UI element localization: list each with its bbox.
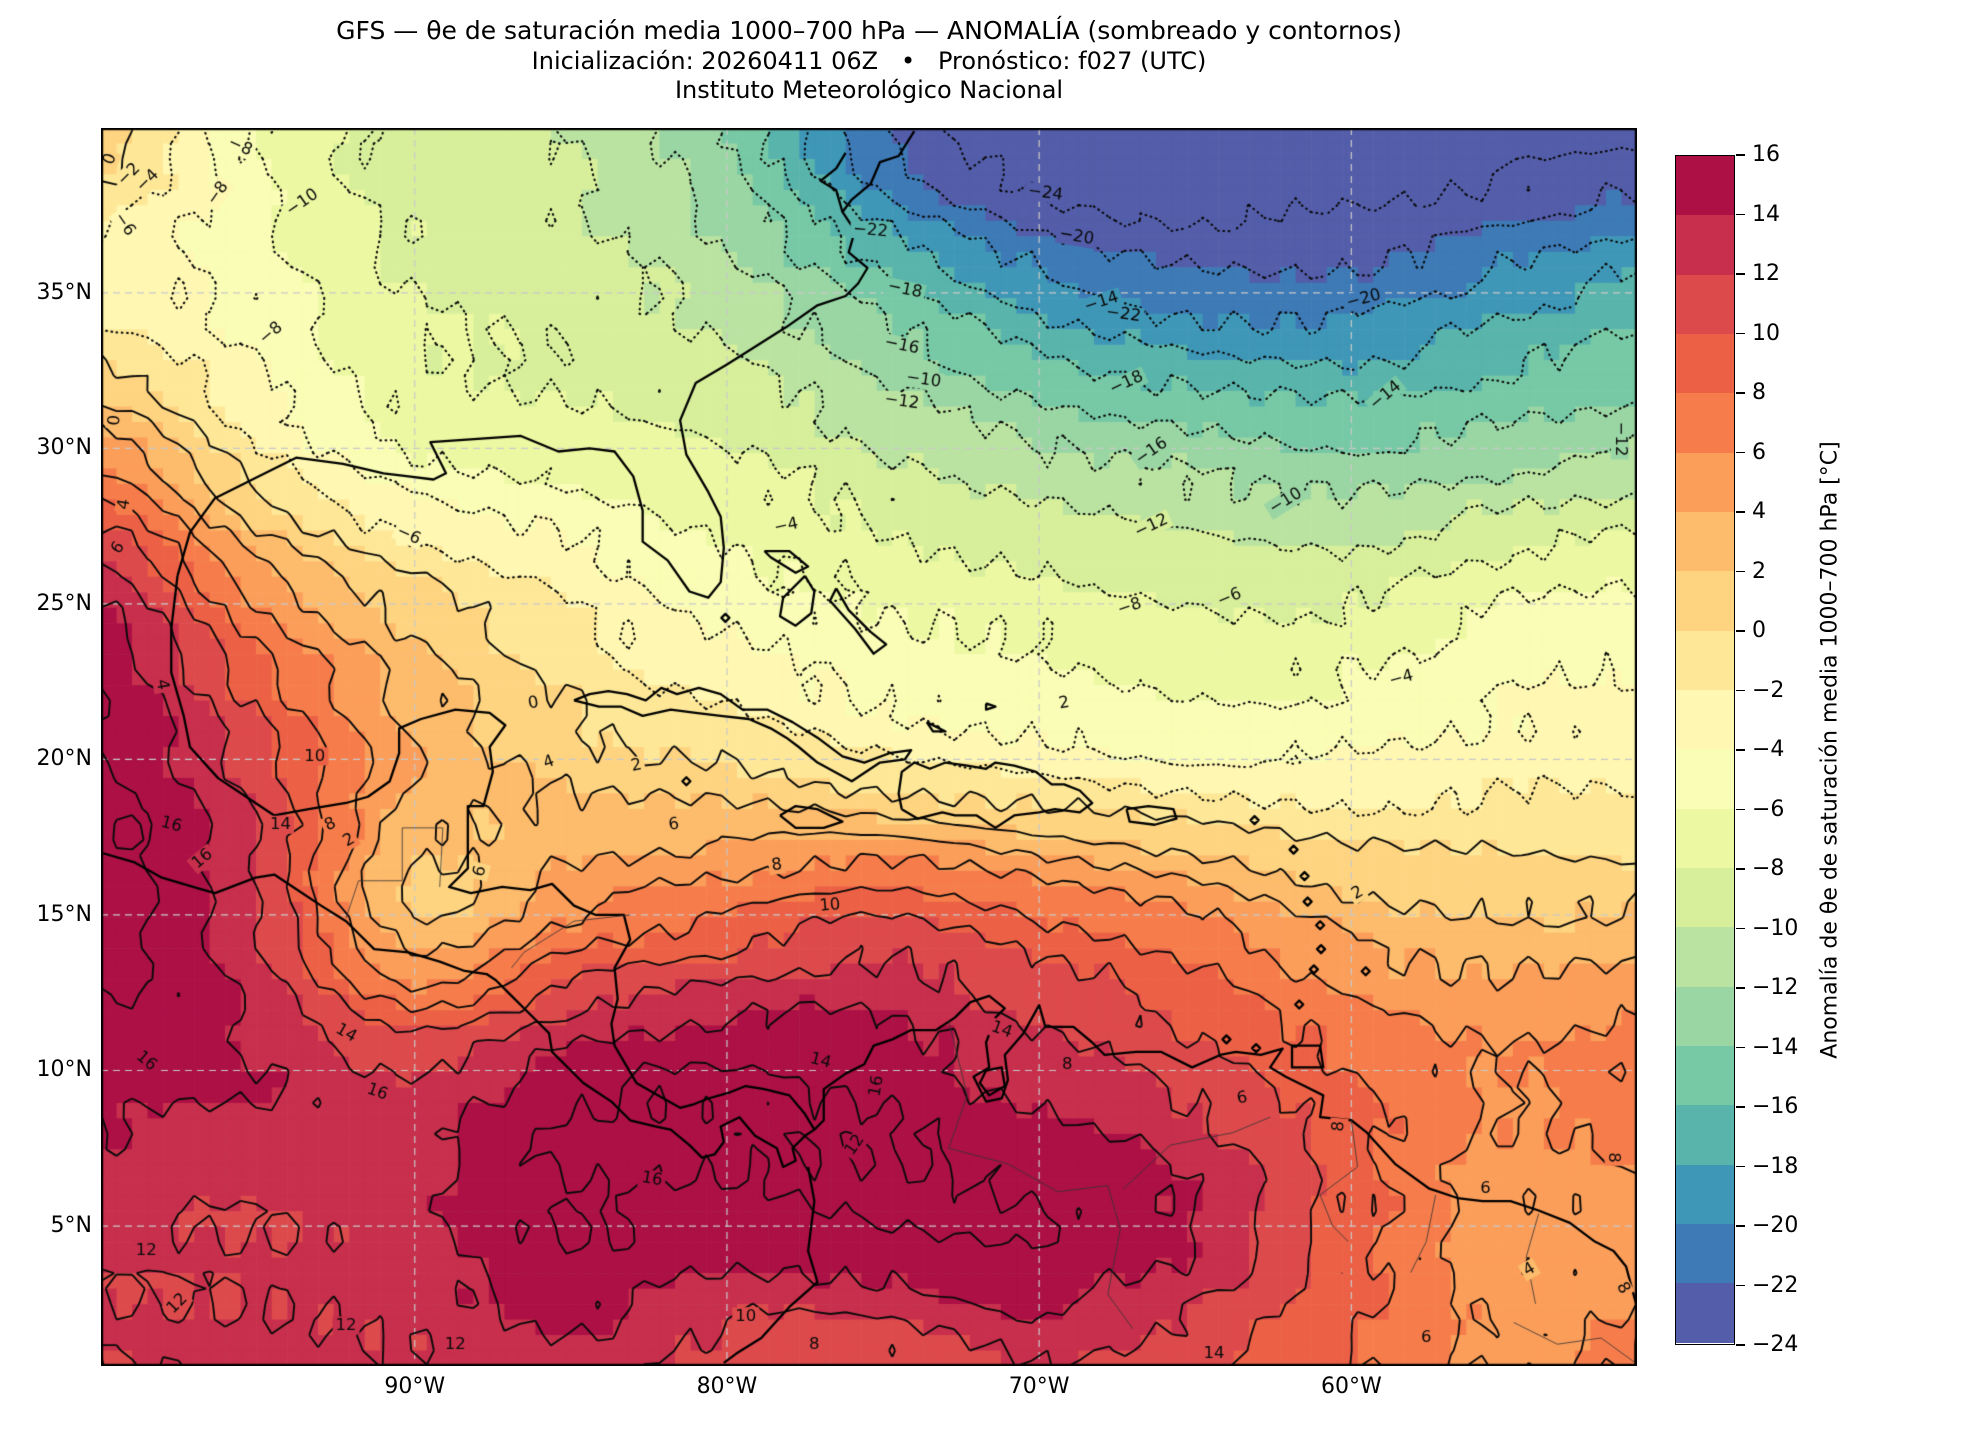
- colorbar-tick-label: 16: [1752, 142, 1780, 167]
- lat-tick-label: 30°N: [36, 435, 92, 461]
- colorbar-tick-label: 4: [1752, 499, 1766, 524]
- colorbar-tick-mark: [1736, 451, 1745, 454]
- colorbar-tick-label: 6: [1752, 439, 1766, 465]
- colorbar-tick-mark: [1736, 927, 1745, 930]
- colorbar-segment: [1676, 1105, 1734, 1165]
- colorbar-segment: [1676, 867, 1734, 928]
- colorbar-tick-label: −14: [1752, 1034, 1799, 1060]
- colorbar: [1675, 155, 1735, 1345]
- colorbar-axis-label: Anomalía de θe de saturación media 1000–…: [1817, 441, 1843, 1059]
- colorbar-tick-label: −4: [1752, 737, 1785, 762]
- colorbar-segment: [1676, 1223, 1734, 1284]
- colorbar-segment: [1676, 511, 1734, 572]
- anomaly-map-canvas: [101, 128, 1637, 1366]
- lon-tick-label: 60°W: [1320, 1374, 1382, 1399]
- colorbar-segment: [1676, 1045, 1734, 1106]
- colorbar-tick-label: −24: [1752, 1332, 1799, 1357]
- colorbar-tick-mark: [1736, 273, 1745, 275]
- colorbar-tick-label: −22: [1752, 1272, 1799, 1298]
- colorbar-tick-mark: [1736, 987, 1745, 989]
- colorbar-segment: [1676, 749, 1734, 809]
- colorbar-tick-mark: [1736, 1165, 1745, 1168]
- colorbar-tick-mark: [1736, 154, 1745, 156]
- colorbar-tick-mark: [1736, 749, 1745, 751]
- colorbar-tick-label: −16: [1752, 1094, 1799, 1119]
- colorbar-tick-mark: [1736, 332, 1745, 335]
- lat-tick-label: 15°N: [36, 901, 92, 927]
- figure-subtitle-init-forecast: Inicialización: 20260411 06Z • Pronóstic…: [531, 46, 1207, 75]
- colorbar-segment: [1676, 452, 1734, 512]
- colorbar-tick-label: −18: [1752, 1153, 1799, 1179]
- lat-tick-label: 5°N: [50, 1213, 92, 1239]
- lon-tick-label: 90°W: [384, 1374, 446, 1399]
- colorbar-tick-label: 12: [1752, 261, 1780, 286]
- colorbar-tick-mark: [1736, 1225, 1745, 1227]
- colorbar-segment: [1676, 156, 1734, 216]
- colorbar-segment: [1676, 927, 1734, 987]
- lon-tick-label: 70°W: [1008, 1374, 1070, 1399]
- colorbar-tick-mark: [1736, 1344, 1745, 1346]
- lat-tick-label: 20°N: [36, 746, 92, 772]
- colorbar-tick-label: 10: [1752, 320, 1780, 346]
- colorbar-tick-mark: [1736, 868, 1745, 870]
- colorbar-tick-mark: [1736, 511, 1745, 513]
- colorbar-tick-mark: [1736, 1106, 1745, 1108]
- lon-tick-label: 80°W: [696, 1374, 758, 1399]
- colorbar-segment: [1676, 1164, 1734, 1224]
- colorbar-tick-label: −10: [1752, 915, 1799, 941]
- colorbar-segment: [1676, 808, 1734, 868]
- figure-subtitle-institution: Instituto Meteorológico Nacional: [674, 75, 1064, 104]
- colorbar-tick-mark: [1736, 213, 1745, 216]
- title-block: GFS — θe de saturación media 1000–700 hP…: [101, 16, 1637, 105]
- colorbar-segment: [1676, 986, 1734, 1046]
- colorbar-tick-mark: [1736, 689, 1745, 692]
- colorbar-tick-label: −6: [1752, 796, 1785, 822]
- colorbar-segment: [1676, 1283, 1734, 1343]
- colorbar-tick-label: 14: [1752, 201, 1780, 227]
- colorbar-segment: [1676, 333, 1734, 394]
- colorbar-tick-mark: [1736, 808, 1745, 811]
- colorbar-segment: [1676, 571, 1734, 631]
- colorbar-segment: [1676, 689, 1734, 750]
- colorbar-tick-label: 2: [1752, 558, 1766, 584]
- colorbar-segment: [1676, 630, 1734, 690]
- colorbar-tick-mark: [1736, 630, 1745, 632]
- colorbar-tick-mark: [1736, 570, 1745, 573]
- colorbar-segment: [1676, 274, 1734, 334]
- colorbar-segment: [1676, 215, 1734, 275]
- colorbar-tick-label: −12: [1752, 975, 1799, 1000]
- colorbar-tick-label: −20: [1752, 1213, 1799, 1238]
- lat-tick-label: 25°N: [36, 590, 92, 616]
- lat-tick-label: 35°N: [36, 279, 92, 305]
- figure-title: GFS — θe de saturación media 1000–700 hP…: [336, 16, 1402, 45]
- colorbar-tick-label: 8: [1752, 380, 1766, 405]
- colorbar-tick-label: −8: [1752, 856, 1785, 881]
- colorbar-tick-mark: [1736, 392, 1745, 394]
- lat-tick-label: 10°N: [36, 1057, 92, 1083]
- colorbar-tick-mark: [1736, 1284, 1745, 1287]
- colorbar-tick-label: −2: [1752, 677, 1785, 703]
- colorbar-segment: [1676, 393, 1734, 453]
- colorbar-tick-mark: [1736, 1046, 1745, 1049]
- colorbar-tick-label: 0: [1752, 618, 1766, 643]
